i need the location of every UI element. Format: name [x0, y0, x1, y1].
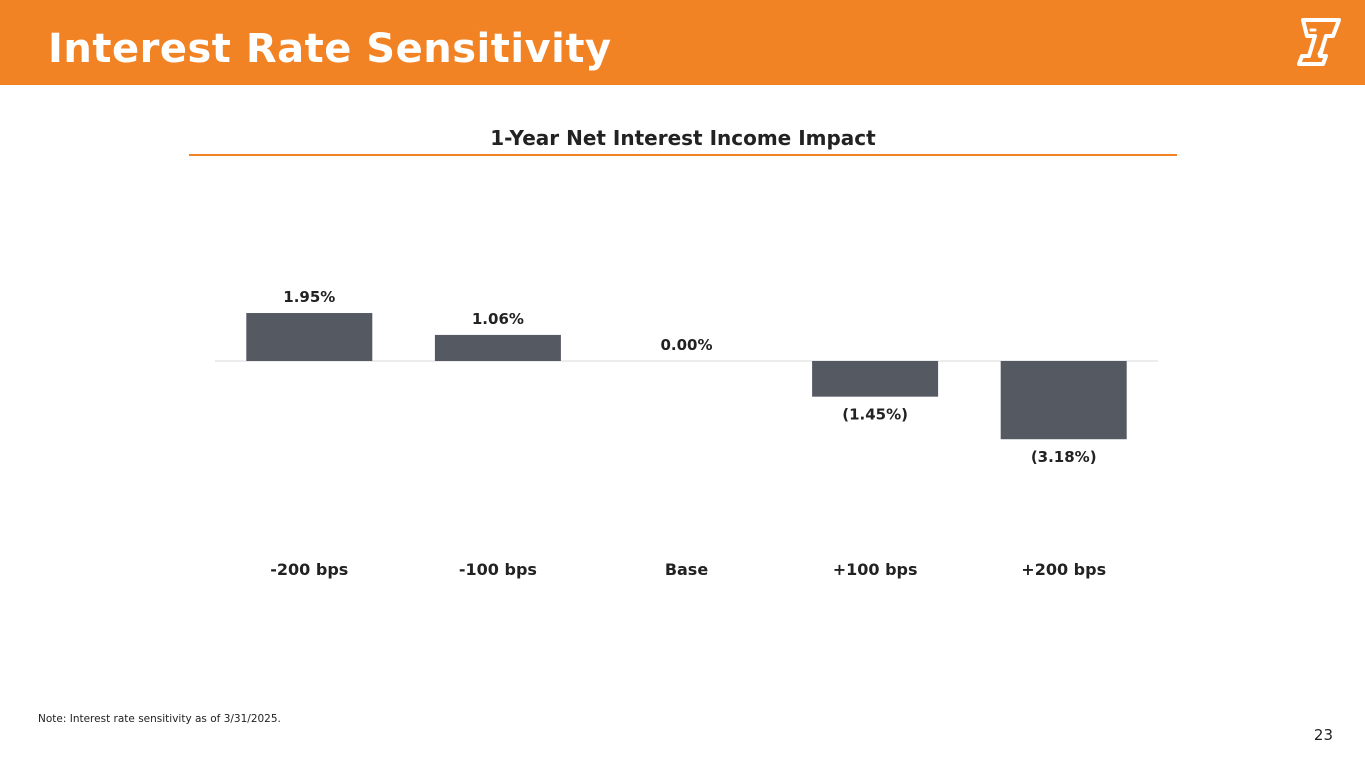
page-number: 23 [1313, 726, 1333, 744]
data-label-4: (3.18%) [1031, 448, 1097, 466]
company-logo-icon [1297, 18, 1341, 66]
bar-4 [1000, 361, 1127, 440]
bar-3 [812, 361, 939, 397]
footnote: Note: Interest rate sensitivity as of 3/… [38, 713, 281, 725]
category-label-2: Base [665, 560, 709, 579]
bar-1 [434, 334, 561, 361]
title-divider [189, 154, 1177, 156]
data-label-2: 0.00% [660, 336, 712, 354]
bar-0 [246, 313, 373, 361]
header-bar: Interest Rate Sensitivity [0, 0, 1365, 85]
category-label-4: +200 bps [1021, 560, 1106, 579]
chart-title: 1-Year Net Interest Income Impact [490, 126, 876, 150]
page-title: Interest Rate Sensitivity [48, 26, 612, 72]
category-label-1: -100 bps [459, 560, 537, 579]
data-label-1: 1.06% [472, 310, 524, 328]
category-label-0: -200 bps [270, 560, 348, 579]
data-label-0: 1.95% [283, 288, 335, 306]
data-label-3: (1.45%) [842, 406, 908, 424]
category-label-3: +100 bps [833, 560, 918, 579]
